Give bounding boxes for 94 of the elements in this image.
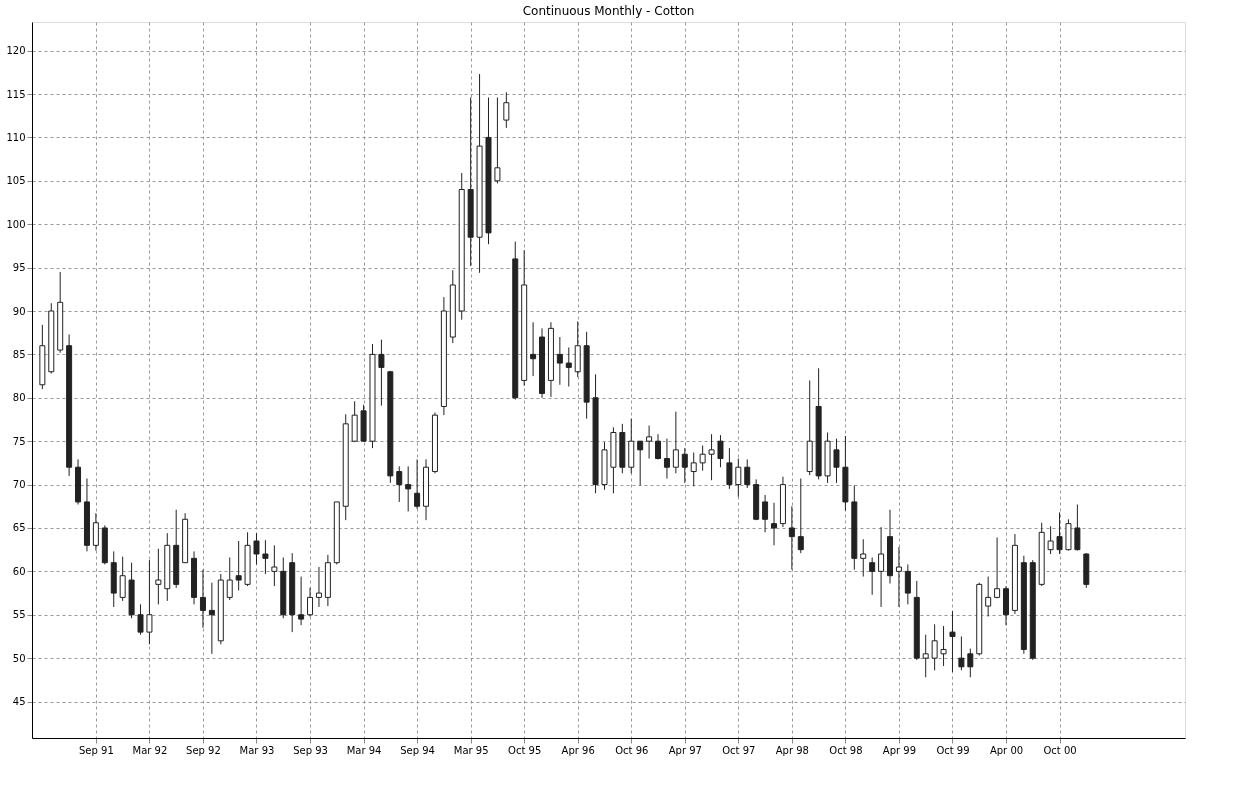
- y-tick-label: 120: [6, 45, 26, 57]
- candlestick: [762, 494, 769, 533]
- candlestick: [146, 559, 153, 645]
- x-tick-label: Mar 93: [239, 744, 275, 756]
- candlestick: [137, 603, 144, 636]
- candlestick: [208, 582, 215, 655]
- candlestick: [904, 563, 911, 605]
- x-tick-label: Oct 95: [508, 744, 542, 756]
- candlestick: [672, 411, 679, 474]
- x-tick-label: Oct 96: [615, 744, 649, 756]
- candlestick: [663, 438, 670, 479]
- x-tick-label: Apr 00: [989, 744, 1024, 756]
- candlestick: [556, 336, 563, 386]
- y-tick-label: 105: [6, 175, 26, 187]
- candlestick: [985, 576, 992, 617]
- x-tick-label: Apr 96: [561, 744, 595, 756]
- x-tick-label: Mar 95: [453, 744, 489, 756]
- candlestick: [797, 478, 804, 554]
- candlestick: [690, 451, 697, 487]
- candlestick: [199, 569, 206, 629]
- candlestick: [833, 438, 840, 484]
- x-tick-label: Oct 97: [722, 744, 756, 756]
- candlestick: [307, 587, 314, 617]
- y-tick-label: 70: [12, 479, 26, 491]
- candlestick: [226, 556, 233, 601]
- candlestick: [637, 440, 644, 486]
- candlestick: [378, 339, 385, 407]
- x-tick-label: Sep 92: [186, 744, 221, 756]
- y-tick-label: 50: [12, 652, 26, 664]
- candlestick: [958, 635, 965, 671]
- candlestick: [396, 465, 403, 503]
- candlestick: [1074, 504, 1081, 552]
- x-tick-label: Oct 00: [1043, 744, 1077, 756]
- x-tick-label: Mar 92: [132, 744, 168, 756]
- y-tick-label: 60: [12, 565, 26, 577]
- candlestick: [235, 540, 242, 591]
- candlestick: [717, 434, 724, 468]
- y-tick-label: 110: [6, 131, 26, 143]
- y-tick-label: 95: [12, 262, 26, 274]
- y-tick-label: 80: [12, 392, 26, 404]
- x-tick-label: Sep 93: [293, 744, 328, 756]
- candlestick: [253, 532, 260, 565]
- y-tick-label: 75: [12, 435, 26, 447]
- x-tick-label: Sep 94: [400, 744, 435, 756]
- chart-title: Continuous Monthly - Cotton: [522, 4, 695, 18]
- y-tick-label: 55: [12, 609, 26, 621]
- candlestick: [860, 538, 867, 578]
- y-tick-label: 90: [12, 305, 26, 317]
- candlestick: [931, 623, 938, 671]
- candlestick: [565, 346, 572, 388]
- y-tick-label: 85: [12, 348, 26, 360]
- candlestick: [967, 648, 974, 678]
- y-tick-label: 65: [12, 522, 26, 534]
- candlestick: [92, 512, 99, 552]
- candlestick: [771, 502, 778, 546]
- y-tick-label: 45: [12, 696, 26, 708]
- x-tick-label: Oct 99: [936, 744, 970, 756]
- candlestick: [155, 548, 162, 605]
- x-tick-label: Apr 98: [775, 744, 809, 756]
- x-tick-label: Apr 97: [668, 744, 702, 756]
- candlestick: [414, 458, 421, 510]
- x-tick-label: Mar 94: [346, 744, 382, 756]
- candlestick: [949, 610, 956, 673]
- y-tick-label: 115: [6, 88, 26, 100]
- candlestick: [298, 576, 305, 626]
- candlestick: [708, 433, 715, 481]
- x-tick-label: Sep 91: [79, 744, 114, 756]
- candlestick: [1047, 525, 1054, 555]
- candlestick: [994, 537, 1001, 599]
- candlestick: [869, 556, 876, 596]
- candlestick: [405, 465, 412, 512]
- candlestick: [271, 544, 278, 587]
- x-tick-label: Oct 98: [829, 744, 863, 756]
- candlestick: [494, 97, 501, 184]
- candlestick: [681, 447, 688, 484]
- candlestick: [1056, 511, 1063, 555]
- candlestick: [530, 321, 537, 377]
- candlestick: [735, 458, 742, 498]
- candlestick: [788, 505, 795, 571]
- candlestick: [119, 556, 126, 602]
- candlestick: [655, 433, 662, 460]
- y-tick-label: 100: [6, 218, 26, 230]
- candlestick: [646, 425, 653, 460]
- candlestick: [262, 539, 269, 575]
- candlestick: [878, 526, 885, 608]
- candlestick: [744, 458, 751, 489]
- candlestick: [503, 91, 510, 129]
- candlestick: [922, 634, 929, 678]
- candlestick: [699, 445, 706, 472]
- candlestick: [315, 566, 322, 608]
- candlestick: [895, 546, 902, 608]
- x-tick-label: Apr 99: [882, 744, 917, 756]
- candlestick: [726, 447, 733, 490]
- candlestick: [940, 625, 947, 667]
